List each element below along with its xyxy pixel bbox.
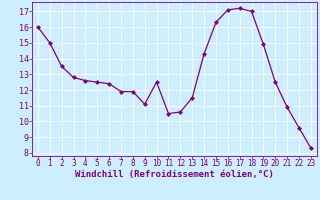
X-axis label: Windchill (Refroidissement éolien,°C): Windchill (Refroidissement éolien,°C) <box>75 170 274 179</box>
